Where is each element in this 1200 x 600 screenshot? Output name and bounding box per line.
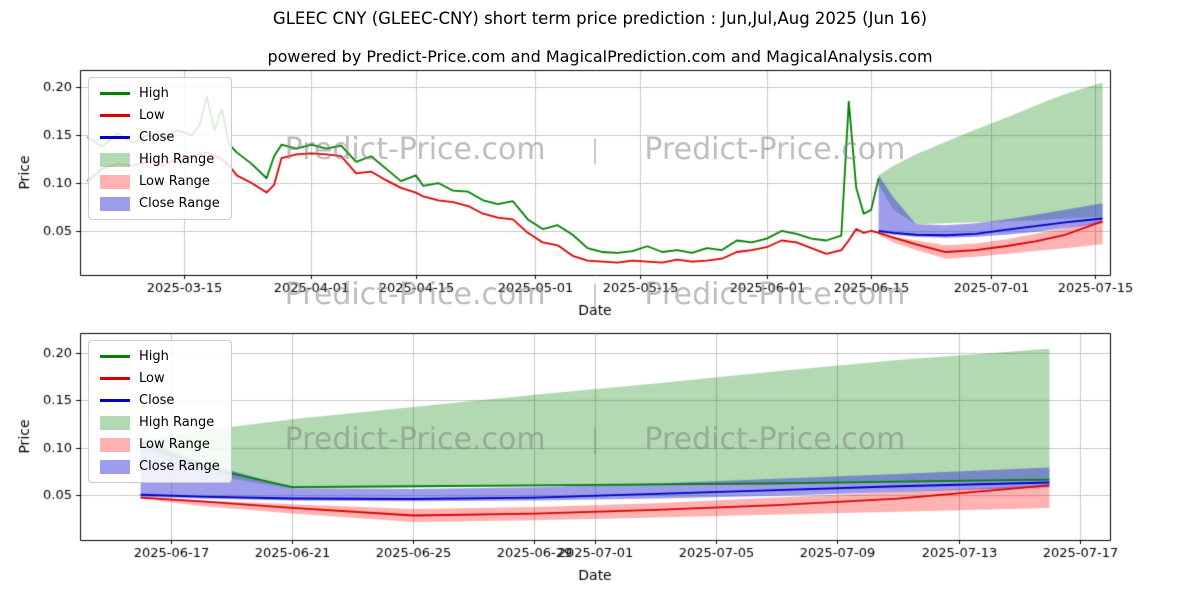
legend-item-label: High bbox=[139, 349, 169, 364]
legend-fill-swatch-icon bbox=[100, 415, 130, 430]
legend-line-swatch-icon bbox=[100, 136, 130, 139]
legend-line-swatch-icon bbox=[100, 92, 130, 95]
legend-line-swatch-icon bbox=[100, 377, 130, 380]
legend-bottom-chart: High Low Close High Range Low Range Close Ran… bbox=[88, 340, 232, 483]
legend-item: Close Range bbox=[100, 458, 220, 475]
legend-line-swatch-icon bbox=[100, 355, 130, 358]
legend-fill-swatch-icon bbox=[100, 174, 130, 189]
legend-item: Close Range bbox=[100, 195, 220, 212]
legend-item-label: High bbox=[139, 86, 169, 101]
legend-item-label: Low Range bbox=[139, 174, 210, 189]
chart-subtitle: powered by Predict-Price.com and Magical… bbox=[267, 47, 933, 66]
legend-fill-swatch-icon bbox=[100, 459, 130, 474]
legend-fill-swatch-icon bbox=[100, 196, 130, 211]
legend-item-label: High Range bbox=[139, 152, 215, 167]
legend-fill-swatch-icon bbox=[100, 152, 130, 167]
legend-line-swatch-icon bbox=[100, 399, 130, 402]
legend-item: Close bbox=[100, 129, 220, 146]
legend-item: Low Range bbox=[100, 173, 220, 190]
legend-item-label: Close bbox=[139, 130, 175, 145]
legend-top-chart: High Low Close High Range Low Range Close Ran… bbox=[88, 77, 232, 220]
legend-item: High bbox=[100, 85, 220, 102]
legend-item-label: Low bbox=[139, 108, 165, 123]
chart-title: GLEEC CNY (GLEEC-CNY) short term price p… bbox=[272, 9, 928, 28]
legend-item-label: Low bbox=[139, 371, 165, 386]
legend-item: Low bbox=[100, 107, 220, 124]
legend-item-label: Close Range bbox=[139, 196, 220, 211]
legend-item-label: Close Range bbox=[139, 459, 220, 474]
legend-fill-swatch-icon bbox=[100, 437, 130, 452]
legend-item: High Range bbox=[100, 414, 220, 431]
legend-item-label: Low Range bbox=[139, 437, 210, 452]
legend-item: High Range bbox=[100, 151, 220, 168]
legend-item: High bbox=[100, 348, 220, 365]
legend-line-swatch-icon bbox=[100, 114, 130, 117]
legend-item: Low Range bbox=[100, 436, 220, 453]
legend-item: Close bbox=[100, 392, 220, 409]
legend-item-label: Close bbox=[139, 393, 175, 408]
legend-item-label: High Range bbox=[139, 415, 215, 430]
legend-item: Low bbox=[100, 370, 220, 387]
